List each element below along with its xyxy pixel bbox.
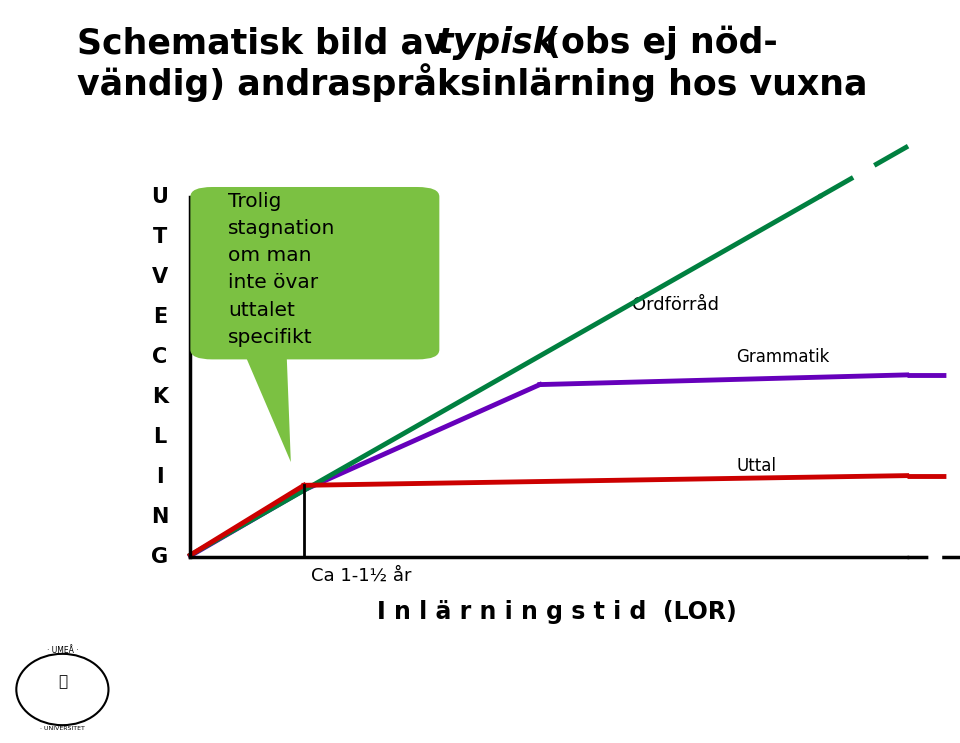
Text: I: I xyxy=(156,467,163,487)
Text: · UNIVERSITET: · UNIVERSITET xyxy=(40,727,84,731)
Text: G: G xyxy=(152,547,168,567)
Text: L: L xyxy=(154,427,166,447)
Text: Ca 1-1½ år: Ca 1-1½ år xyxy=(311,567,412,585)
Text: V: V xyxy=(152,267,168,287)
Text: Schematisk bild av: Schematisk bild av xyxy=(77,26,459,60)
Text: E: E xyxy=(153,307,167,327)
Text: (obs ej nöd-: (obs ej nöd- xyxy=(533,26,778,60)
FancyBboxPatch shape xyxy=(190,187,440,360)
Text: Grammatik: Grammatik xyxy=(736,348,829,366)
Text: · UMEÅ ·: · UMEÅ · xyxy=(47,646,78,655)
Text: C: C xyxy=(153,347,167,367)
Text: I n l ä r n i n g s t i d  (LOR): I n l ä r n i n g s t i d (LOR) xyxy=(377,600,737,623)
Text: 🏛: 🏛 xyxy=(58,675,67,690)
Text: N: N xyxy=(151,507,168,527)
Text: U: U xyxy=(152,186,168,207)
Text: vändig) andraspråksinlärning hos vuxna: vändig) andraspråksinlärning hos vuxna xyxy=(77,63,867,102)
Text: K: K xyxy=(152,387,168,407)
Text: T: T xyxy=(153,227,167,247)
Text: Trolig
stagnation
om man
inte övar
uttalet
specifikt: Trolig stagnation om man inte övar uttal… xyxy=(228,192,335,347)
Text: Ordförråd: Ordförråd xyxy=(632,296,718,314)
Text: Uttal: Uttal xyxy=(736,457,777,475)
Text: typisk: typisk xyxy=(437,26,557,60)
Polygon shape xyxy=(243,350,291,462)
